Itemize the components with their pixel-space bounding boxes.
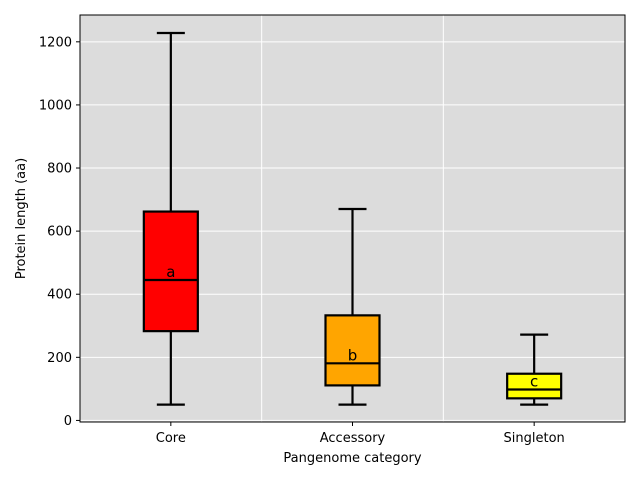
y-tick-label: 1200 (39, 35, 72, 50)
iqr-box (324, 314, 381, 387)
y-tick-label: 800 (47, 162, 72, 177)
box-accessory: b (324, 207, 381, 406)
y-tick-label: 600 (47, 225, 72, 240)
y-tick-label: 200 (47, 351, 72, 366)
x-tick-label: Accessory (320, 431, 386, 446)
boxes: a b c (142, 31, 563, 406)
y-tick-label: 1000 (39, 98, 72, 113)
group-letter: b (348, 346, 358, 364)
iqr-box (506, 372, 563, 400)
y-tick-label: 400 (47, 288, 72, 303)
x-tick-label: Core (156, 431, 186, 446)
iqr-box (142, 210, 199, 333)
group-letter: c (530, 373, 538, 391)
x-axis-label: Pangenome category (283, 451, 421, 466)
y-tick-label: 0 (64, 414, 72, 429)
box-singleton: c (506, 333, 563, 406)
x-tick-label: Singleton (504, 431, 565, 446)
y-axis-ticks: 0 200 400 600 800 1000 1200 (39, 35, 80, 429)
x-axis-ticks: Core Accessory Singleton (156, 422, 565, 446)
group-letter: a (166, 263, 175, 281)
box-core: a (142, 31, 199, 406)
y-axis-label: Protein length (aa) (14, 158, 29, 279)
